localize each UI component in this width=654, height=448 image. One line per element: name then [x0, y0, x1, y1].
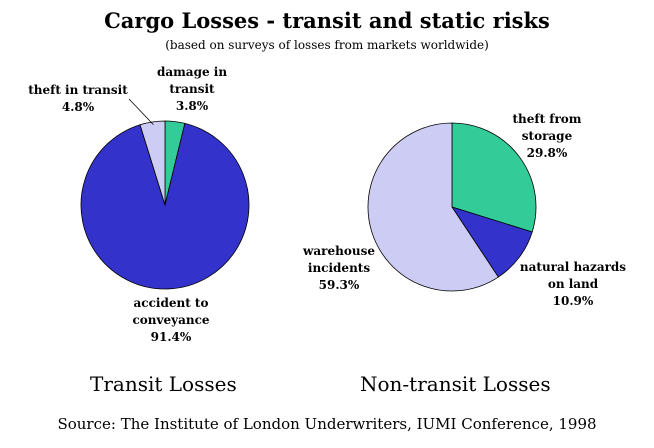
pie-slice-theft-from-storage [451, 122, 537, 233]
pie-label-accident-to-conveyance: accident to conveyance 91.4% [132, 296, 209, 344]
leader-line [128, 98, 154, 125]
chart-subtitle: (based on surveys of losses from markets… [165, 38, 489, 52]
pie-slice-accident-to-conveyance [80, 122, 250, 290]
transit-losses-caption: Transit Losses [90, 372, 237, 396]
non-transit-losses-caption: Non-transit Losses [360, 372, 551, 396]
chart-title: Cargo Losses - transit and static risks [104, 8, 550, 33]
source-note: Source: The Institute of London Underwri… [57, 415, 597, 433]
pie-label-theft-from-storage: theft from storage 29.8% [513, 112, 582, 160]
pie-label-warehouse-incidents: warehouse incidents 59.3% [302, 244, 375, 292]
pie-slice-theft-in-transit [139, 120, 166, 206]
pie-label-damage-in-transit: damage in transit 3.8% [157, 65, 227, 113]
pie-label-natural-hazards-on-land: natural hazards on land 10.9% [520, 260, 626, 308]
pie-slice-warehouse-incidents [367, 122, 499, 292]
pie-label-theft-in-transit: theft in transit 4.8% [28, 83, 128, 114]
